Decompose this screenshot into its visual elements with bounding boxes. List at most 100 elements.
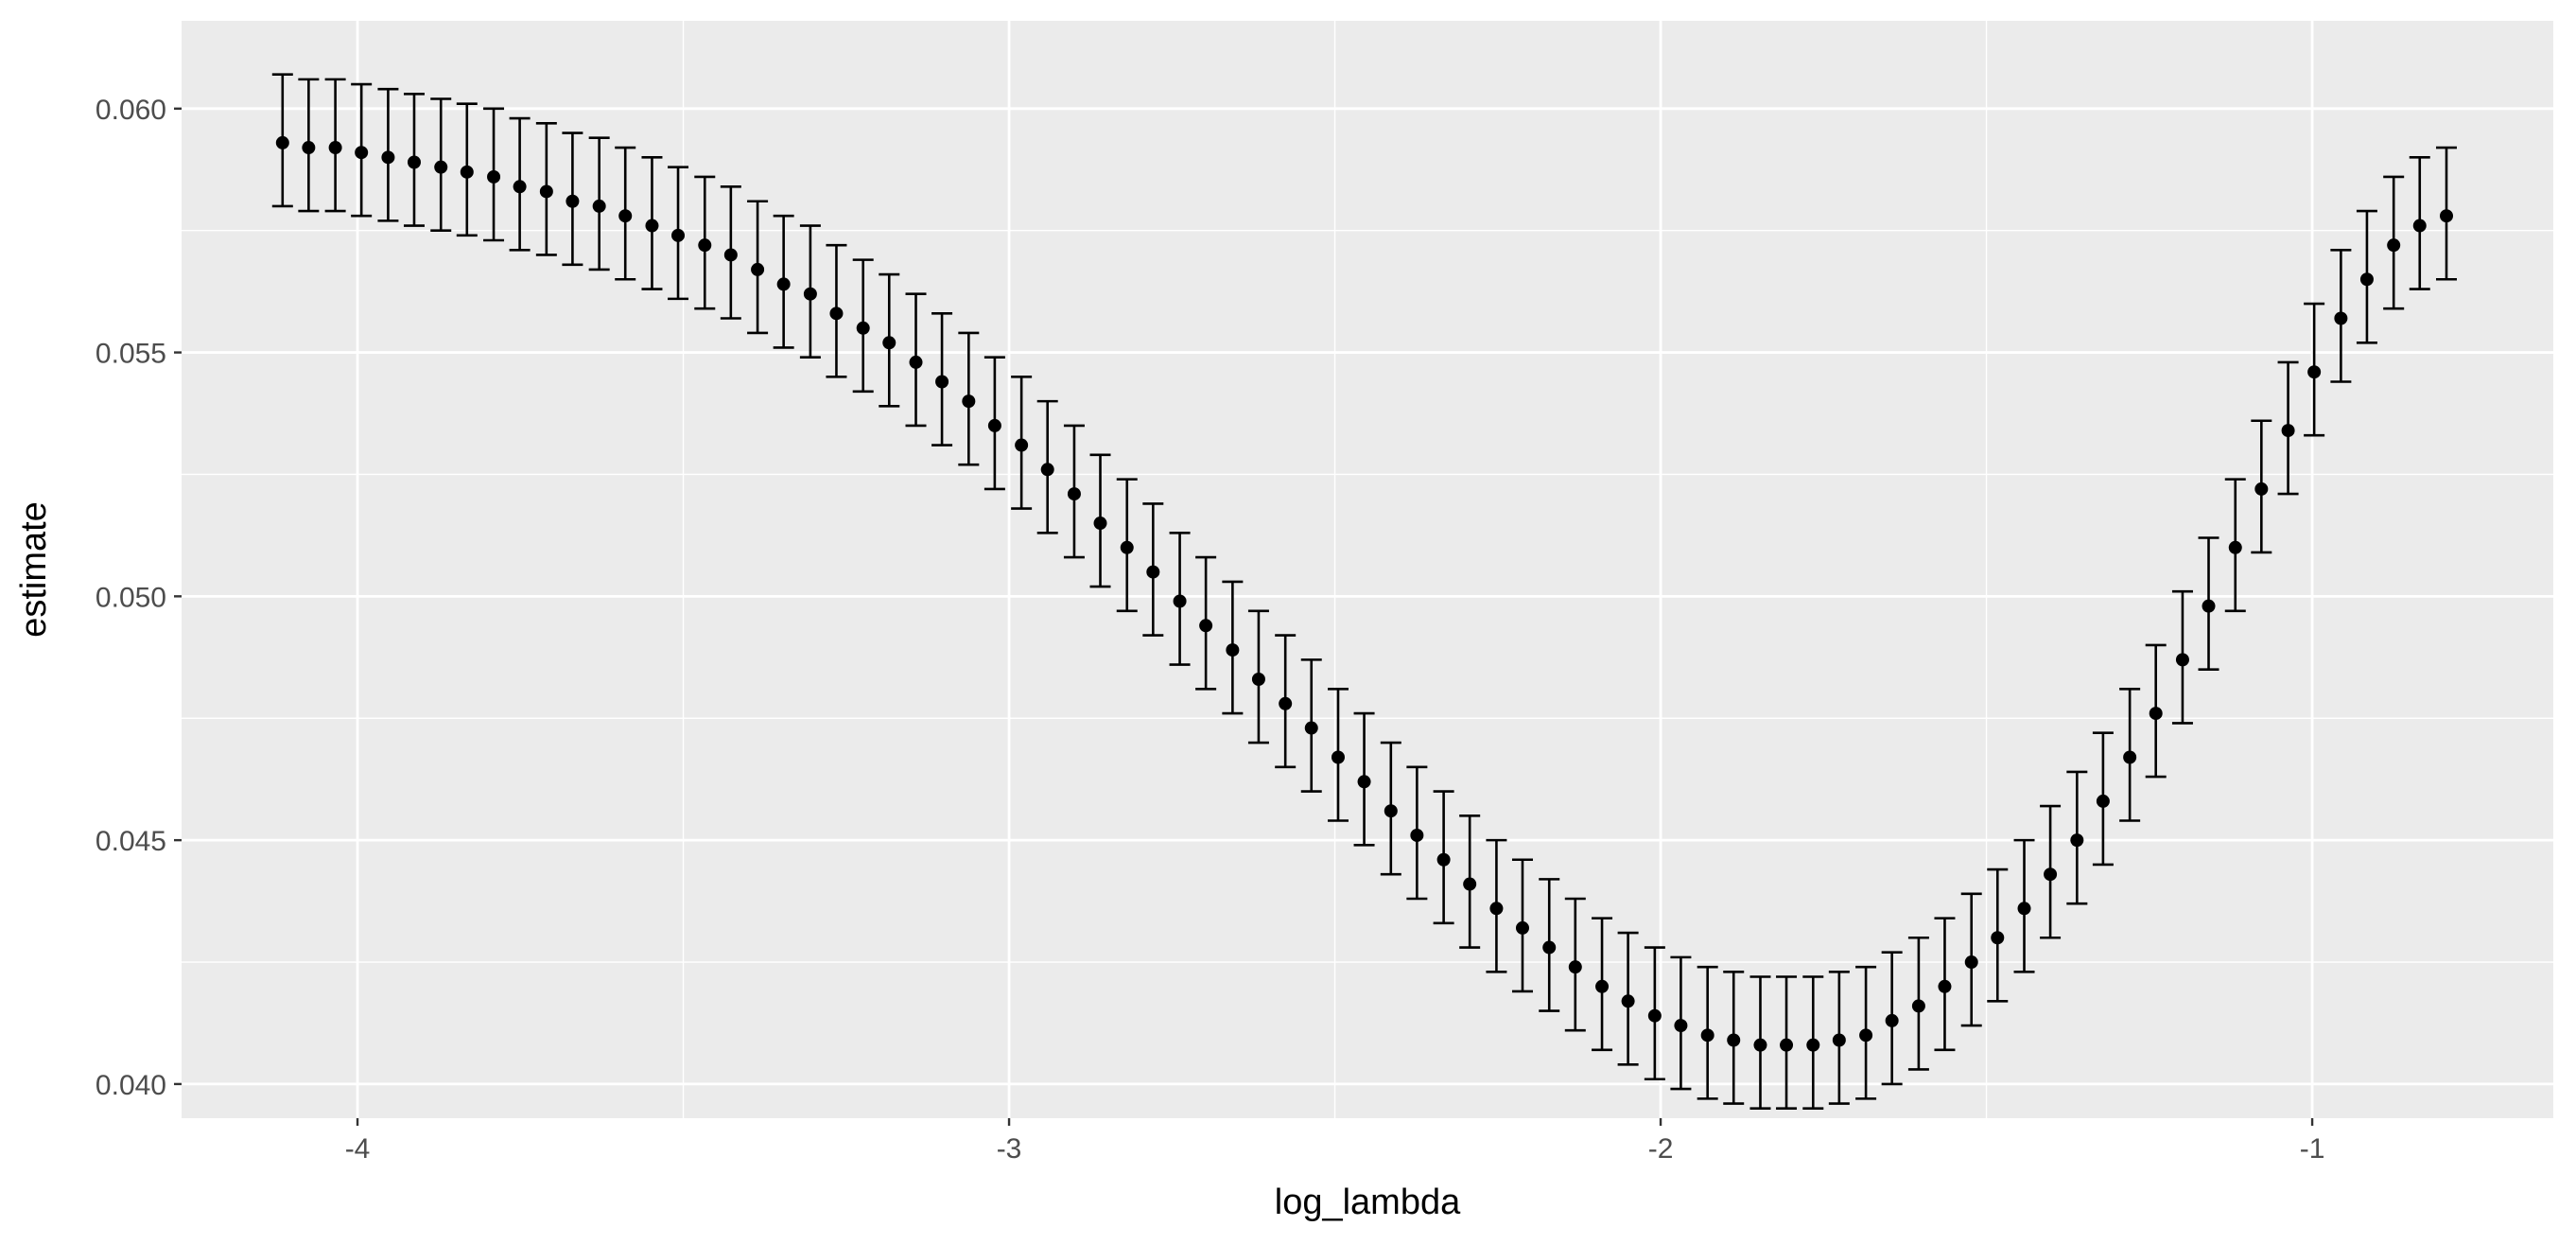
data-point (1120, 540, 1134, 554)
data-point (1146, 565, 1160, 579)
data-point (2228, 540, 2242, 554)
data-point (1173, 594, 1187, 608)
data-point (1093, 517, 1107, 531)
data-point (671, 228, 686, 242)
data-point (1040, 463, 1054, 477)
data-point (2044, 867, 2058, 882)
data-point (1489, 902, 1504, 916)
data-point (1780, 1038, 1794, 1052)
data-point (1199, 619, 1213, 633)
plot-panel (182, 21, 2553, 1118)
data-point (1727, 1033, 1741, 1047)
data-point (1753, 1038, 1767, 1052)
data-point (381, 150, 395, 165)
data-point (407, 155, 421, 169)
data-point (909, 355, 923, 369)
points (275, 135, 2454, 1052)
data-point (2123, 750, 2137, 764)
data-point (1806, 1038, 1820, 1052)
y-tick-label: 0.060 (96, 95, 166, 126)
data-point (2254, 482, 2269, 496)
data-point (566, 194, 580, 208)
data-point (1515, 920, 1529, 935)
data-point (2359, 272, 2374, 287)
data-point (2017, 902, 2031, 916)
data-point (539, 184, 553, 199)
data-point (645, 219, 659, 233)
data-point (803, 287, 817, 301)
data-point (1463, 877, 1477, 891)
data-point (2412, 219, 2427, 233)
data-point (962, 394, 976, 409)
y-axis-title: estimate (14, 501, 54, 638)
data-point (1938, 979, 1952, 993)
data-point (1015, 438, 1029, 452)
x-axis-title: log_lambda (1275, 1183, 1461, 1222)
data-point (1991, 931, 2005, 945)
data-point (1859, 1028, 1873, 1043)
x-axis-ticks: -4 -3 -2 -1 (345, 1118, 2325, 1165)
data-point (1357, 775, 1371, 789)
data-point (1674, 1019, 1688, 1033)
data-point (882, 336, 896, 350)
data-point (1436, 852, 1451, 867)
data-point (592, 199, 606, 213)
y-tick-label: 0.050 (96, 582, 166, 613)
data-point (1410, 828, 1424, 842)
data-point (460, 165, 474, 179)
data-point (618, 209, 633, 223)
data-point (2070, 833, 2084, 848)
data-point (776, 277, 791, 291)
minor-gridlines (182, 21, 2553, 1118)
data-point (1568, 960, 1582, 974)
y-tick-label: 0.040 (96, 1070, 166, 1101)
data-point (1885, 1013, 1899, 1027)
data-point (1067, 487, 1081, 501)
data-point (751, 262, 765, 276)
major-gridlines (182, 21, 2553, 1118)
data-point (328, 141, 342, 155)
data-point (1647, 1008, 1662, 1023)
x-tick-label: -4 (345, 1133, 371, 1165)
x-tick-label: -2 (1648, 1133, 1674, 1165)
data-point (1384, 804, 1398, 818)
data-point (1331, 750, 1345, 764)
data-point (2387, 238, 2401, 253)
x-tick-label: -3 (997, 1133, 1022, 1165)
data-point (1700, 1028, 1714, 1043)
data-point (1279, 696, 1293, 710)
data-point (1911, 999, 1925, 1013)
data-point (723, 248, 738, 262)
data-point (1832, 1033, 1846, 1047)
data-point (1542, 940, 1557, 955)
data-point (2096, 794, 2110, 808)
data-point (935, 375, 949, 389)
data-point (1964, 955, 1978, 970)
data-point (2281, 424, 2295, 438)
data-point (1595, 979, 1610, 993)
data-point (987, 418, 1001, 432)
data-point (2202, 599, 2216, 613)
data-point (2307, 365, 2322, 379)
data-point (2440, 209, 2454, 223)
data-point (1621, 994, 1635, 1008)
data-point (856, 321, 870, 335)
data-point (434, 160, 448, 174)
data-point (2175, 653, 2189, 667)
data-point (275, 135, 289, 149)
data-point (487, 169, 501, 184)
data-point (302, 141, 316, 155)
y-tick-label: 0.045 (96, 826, 166, 857)
data-point (1251, 673, 1265, 686)
y-tick-label: 0.055 (96, 339, 166, 370)
data-point (1226, 643, 1240, 657)
data-point (355, 146, 369, 160)
y-axis-ticks: 0.040 0.045 0.050 0.055 0.060 (96, 95, 182, 1101)
data-point (829, 307, 844, 321)
data-point (2149, 707, 2163, 721)
data-point (513, 180, 527, 194)
data-point (1304, 721, 1318, 735)
x-tick-label: -1 (2300, 1133, 2325, 1165)
data-point (2334, 311, 2348, 325)
